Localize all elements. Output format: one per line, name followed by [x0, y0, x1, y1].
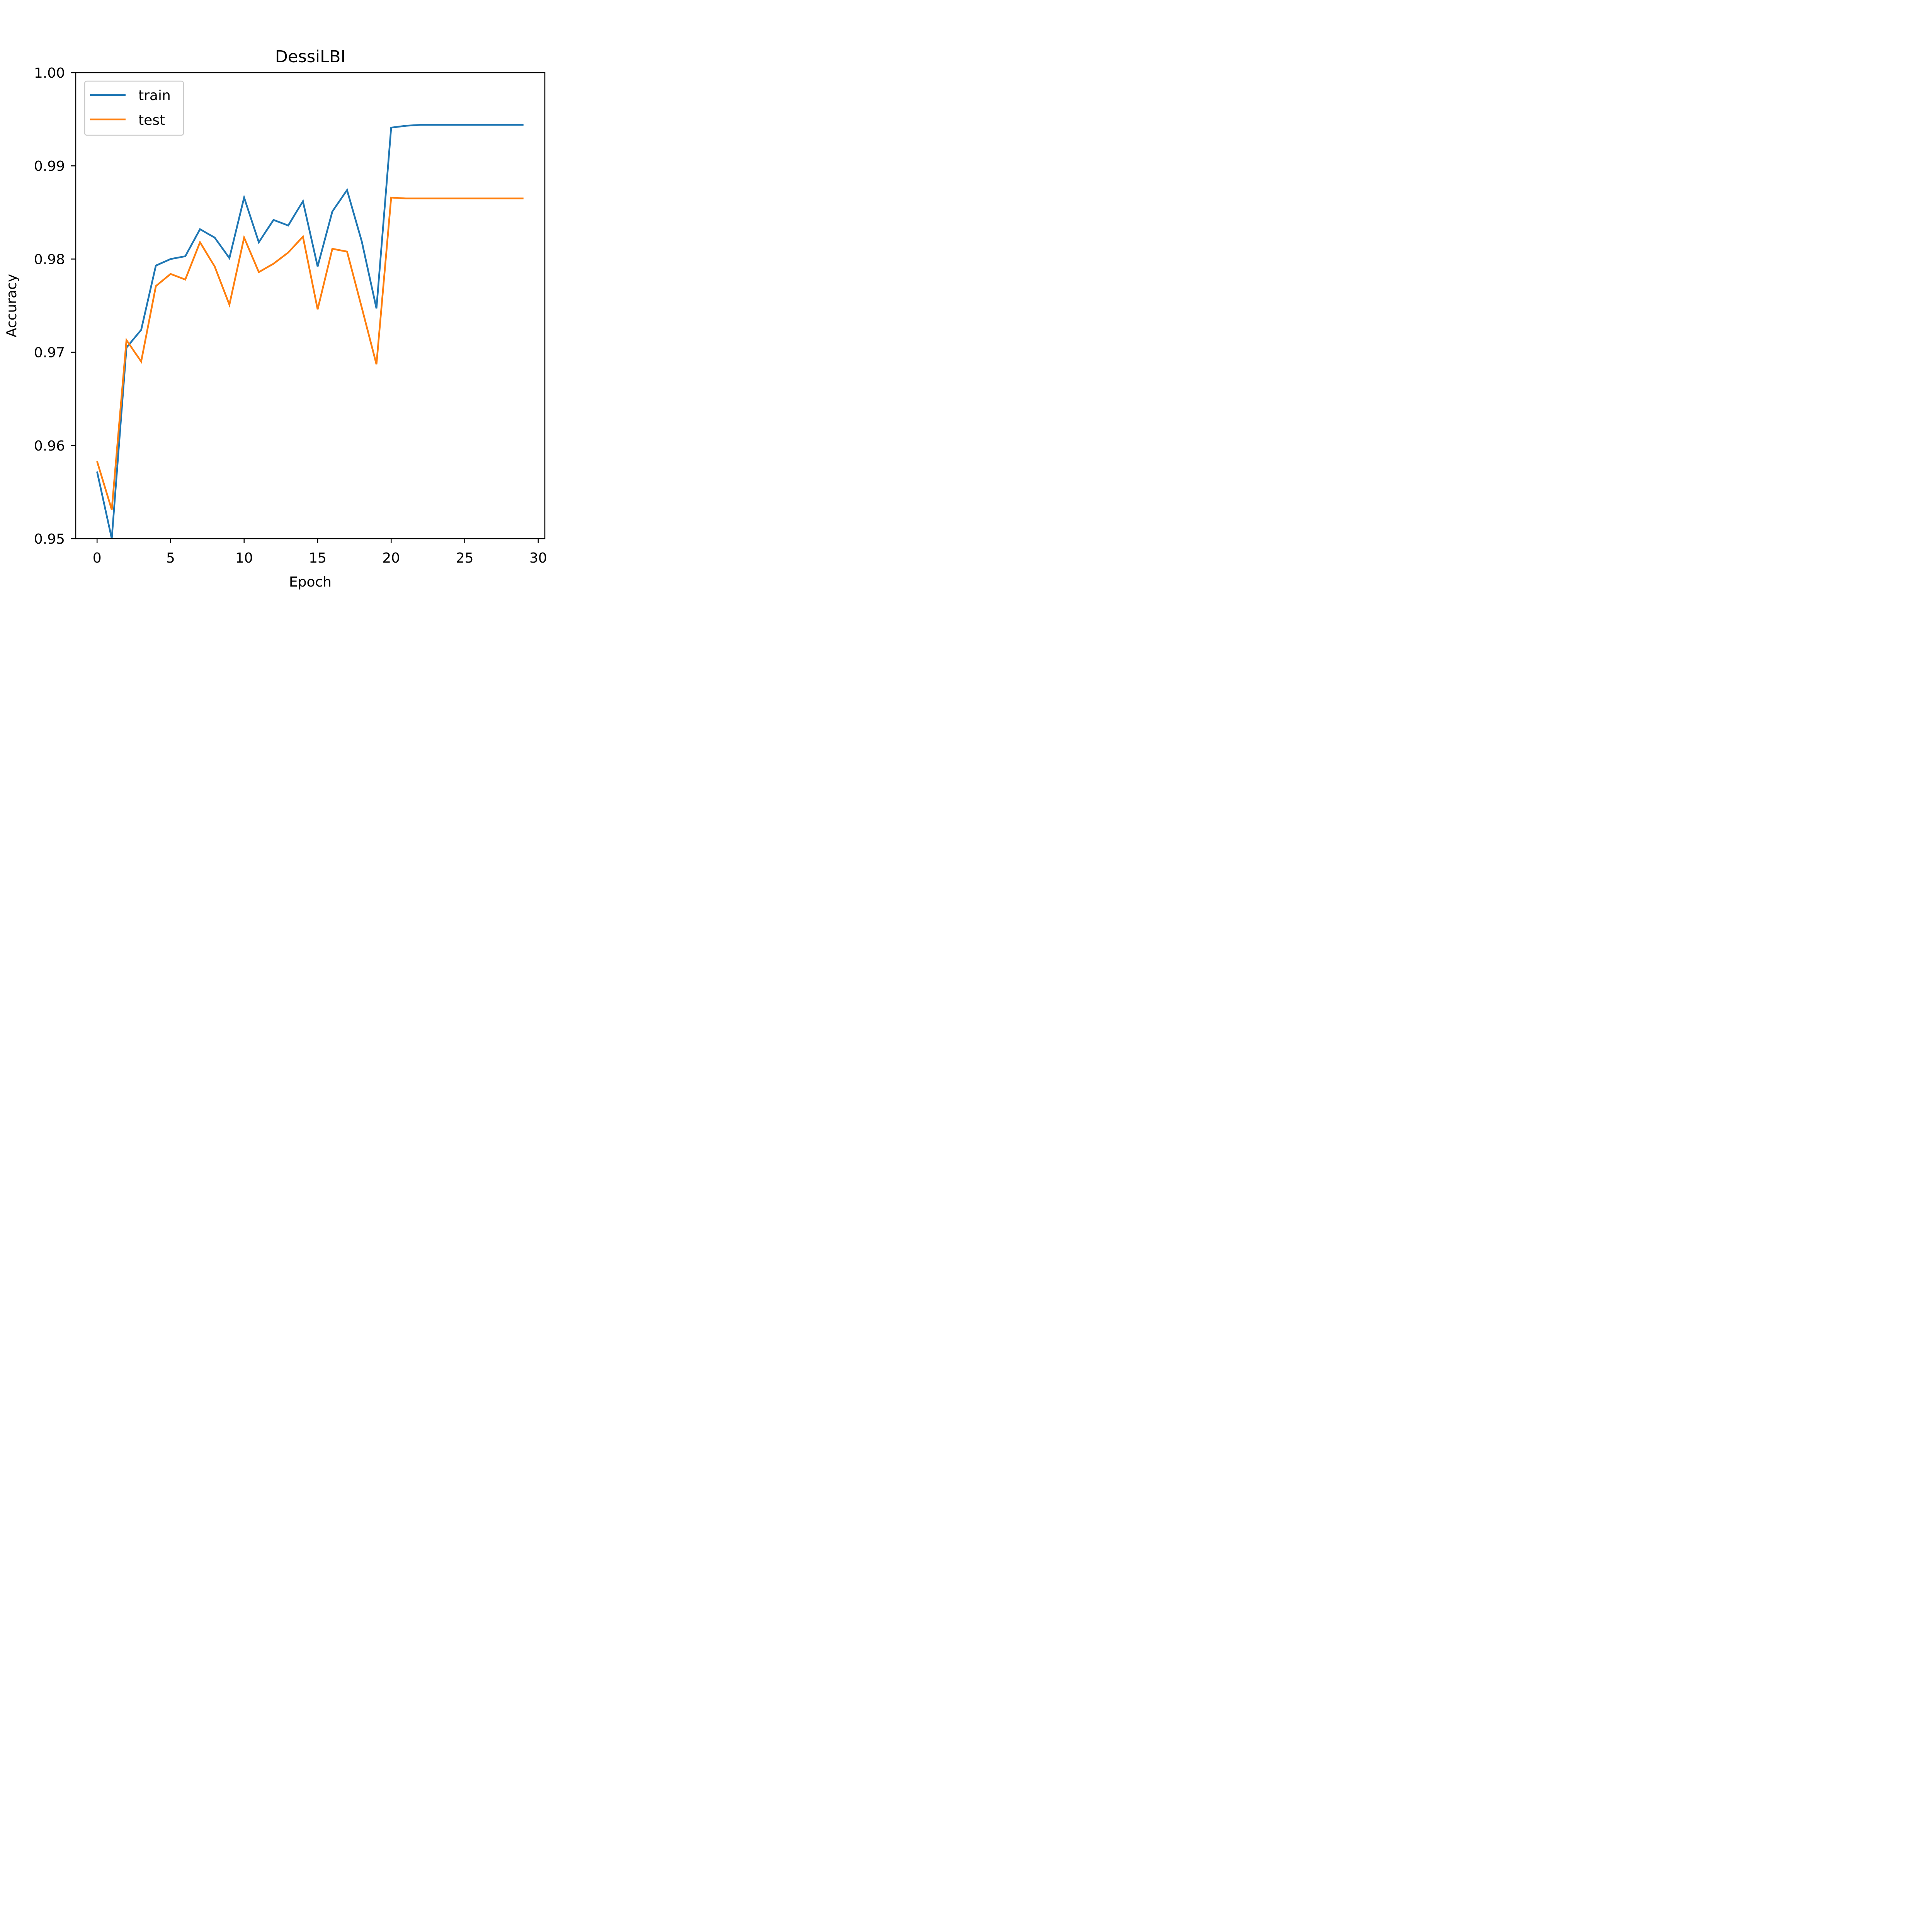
- legend-label-test: test: [138, 112, 165, 128]
- x-axis-label: Epoch: [289, 574, 332, 590]
- x-tick-label: 5: [166, 550, 175, 566]
- x-tick-label: 15: [309, 550, 327, 566]
- plot-area: [96, 124, 524, 539]
- chart-title: DessiLBI: [275, 47, 345, 66]
- x-tick-label: 20: [382, 550, 400, 566]
- y-axis: 0.95 0.96 0.97 0.98 0.99 1.00: [34, 65, 76, 547]
- y-tick-label: 0.98: [34, 252, 65, 267]
- y-tick-label: 1.00: [34, 65, 65, 81]
- y-axis-label: Accuracy: [4, 274, 20, 337]
- x-tick-label: 25: [456, 550, 474, 566]
- legend-label-train: train: [138, 88, 171, 104]
- y-tick-label: 0.99: [34, 158, 65, 174]
- chart-canvas: DessiLBI 0 5 10 15 20 25 30 0.950.960.970.980.…: [0, 0, 597, 597]
- x-tick-label: 0: [93, 550, 102, 566]
- y-tick-label: 0.97: [34, 345, 65, 361]
- series-line-train: [96, 124, 524, 539]
- series-line-test: [96, 196, 524, 510]
- axes-frame: [75, 72, 546, 539]
- x-tick-label: 10: [235, 550, 253, 566]
- x-tick-label: 30: [529, 550, 547, 566]
- x-axis: 0 5 10 15 20 25 30: [93, 539, 547, 566]
- y-tick-label: 0.96: [34, 438, 65, 454]
- y-tick-label: 0.95: [34, 531, 65, 547]
- legend: train test: [84, 80, 184, 136]
